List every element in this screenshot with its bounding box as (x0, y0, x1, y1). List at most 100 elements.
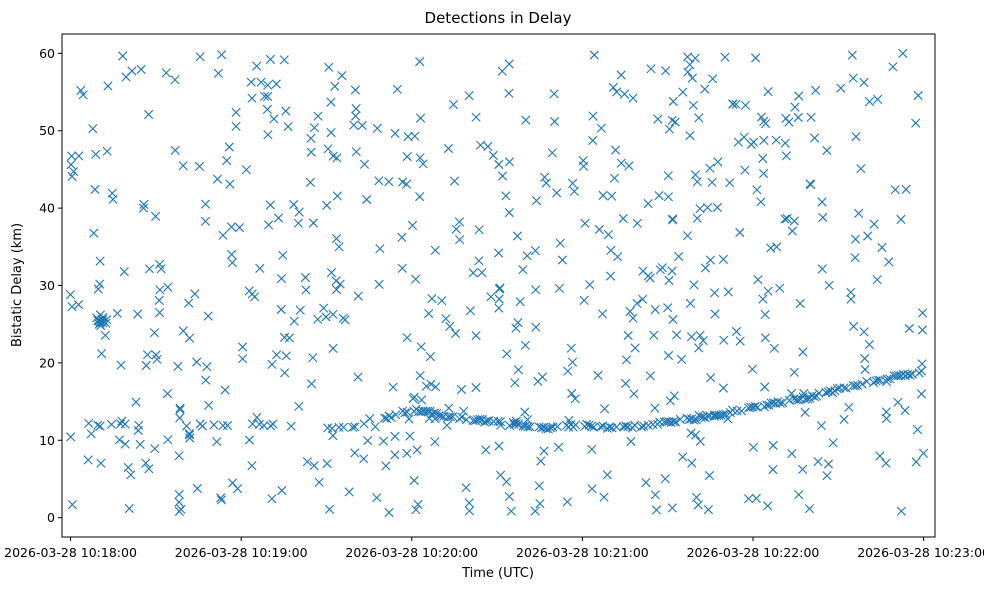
scatter-point (504, 59, 514, 69)
scatter-point (390, 450, 400, 460)
scatter-point (175, 403, 185, 413)
scatter-point (580, 218, 590, 228)
scatter-point (119, 267, 129, 277)
scatter-point (522, 415, 533, 425)
scatter-point (668, 417, 678, 427)
scatter-point (89, 228, 99, 238)
scatter-point (619, 89, 630, 99)
scatter-point (795, 298, 805, 309)
scatter-point (335, 279, 345, 289)
scatter-point (530, 506, 540, 516)
scatter-point (890, 185, 900, 195)
scatter-point (86, 429, 96, 439)
scatter-point (630, 420, 640, 430)
y-tick-label: 30 (39, 278, 55, 293)
scatter-point (518, 265, 528, 275)
scatter-point (97, 349, 107, 359)
scatter-point (326, 128, 336, 138)
scatter-point (723, 287, 733, 297)
scatter-point (660, 474, 670, 484)
scatter-point (151, 350, 161, 360)
scatter-point (668, 214, 678, 224)
scatter-point (663, 171, 673, 181)
scatter-point (194, 161, 205, 171)
scatter-point (803, 394, 813, 404)
scatter-point (694, 343, 704, 353)
y-tick-label: 60 (39, 46, 55, 61)
scatter-point (328, 309, 338, 319)
scatter-point (344, 487, 354, 497)
scatter-point (625, 306, 635, 317)
scatter-point (744, 494, 754, 504)
scatter-point (502, 349, 512, 359)
scatter-point (846, 294, 856, 304)
scatter-point (851, 132, 861, 142)
scatter-point (308, 218, 318, 228)
scatter-point (372, 493, 382, 503)
scatter-point (585, 280, 595, 290)
scatter-point (163, 435, 173, 445)
scatter-point (184, 429, 194, 439)
scatter-point (331, 234, 342, 244)
scatter-point (664, 417, 674, 427)
scatter-point (504, 157, 515, 167)
scatter-point (456, 384, 467, 395)
scatter-point (710, 288, 720, 298)
scatter-point (723, 414, 733, 424)
scatter-point (486, 292, 496, 302)
scatter-point (756, 112, 767, 122)
scatter-point (324, 504, 335, 514)
scatter-point (905, 370, 915, 380)
scatter-point (671, 417, 681, 427)
scatter-point (725, 178, 735, 188)
scatter-point (511, 416, 521, 426)
scatter-point (540, 172, 550, 182)
y-axis-label: Bistatic Delay (km) (10, 223, 25, 347)
scatter-point (911, 118, 921, 128)
scatter-point (913, 90, 923, 101)
scatter-point (569, 186, 579, 196)
scatter-point (449, 176, 460, 186)
scatter-point (916, 389, 927, 399)
scatter-point (735, 336, 745, 346)
scatter-point (748, 442, 758, 452)
scatter-point (154, 295, 164, 305)
scatter-point (737, 406, 747, 416)
scatter-point (495, 470, 506, 480)
scatter-point (718, 383, 728, 393)
scatter-point (705, 255, 715, 265)
scatter-point (494, 294, 504, 304)
scatter-point (712, 202, 722, 213)
scatter-point (65, 290, 76, 300)
scatter-point (277, 485, 287, 496)
scatter-point (69, 167, 79, 177)
scatter-point (174, 451, 184, 461)
scatter-point (810, 133, 820, 143)
scatter-point (263, 91, 273, 102)
scatter-point (740, 165, 750, 175)
scatter-point (353, 372, 363, 382)
scatter-point (102, 146, 112, 156)
scatter-point (174, 489, 184, 499)
scatter-point (873, 94, 883, 104)
scatter-point (856, 164, 866, 174)
scatter-point (621, 421, 631, 431)
scatter-point (676, 354, 687, 364)
scatter-point (322, 459, 332, 469)
scatter-point (618, 422, 628, 432)
scatter-point (331, 285, 342, 295)
scatter-point (582, 419, 592, 429)
scatter-point (402, 152, 412, 162)
scatter-point (606, 271, 616, 281)
scatter-point (787, 226, 797, 236)
scatter-point (693, 500, 703, 510)
scatter-point (351, 104, 361, 114)
scatter-point (893, 397, 903, 407)
scatter-point (616, 70, 626, 80)
scatter-point (554, 283, 564, 293)
scatter-point (259, 421, 269, 431)
y-tick-label: 20 (39, 355, 55, 370)
scatter-point (863, 231, 873, 241)
scatter-point (739, 132, 749, 142)
scatter-point (700, 263, 710, 273)
